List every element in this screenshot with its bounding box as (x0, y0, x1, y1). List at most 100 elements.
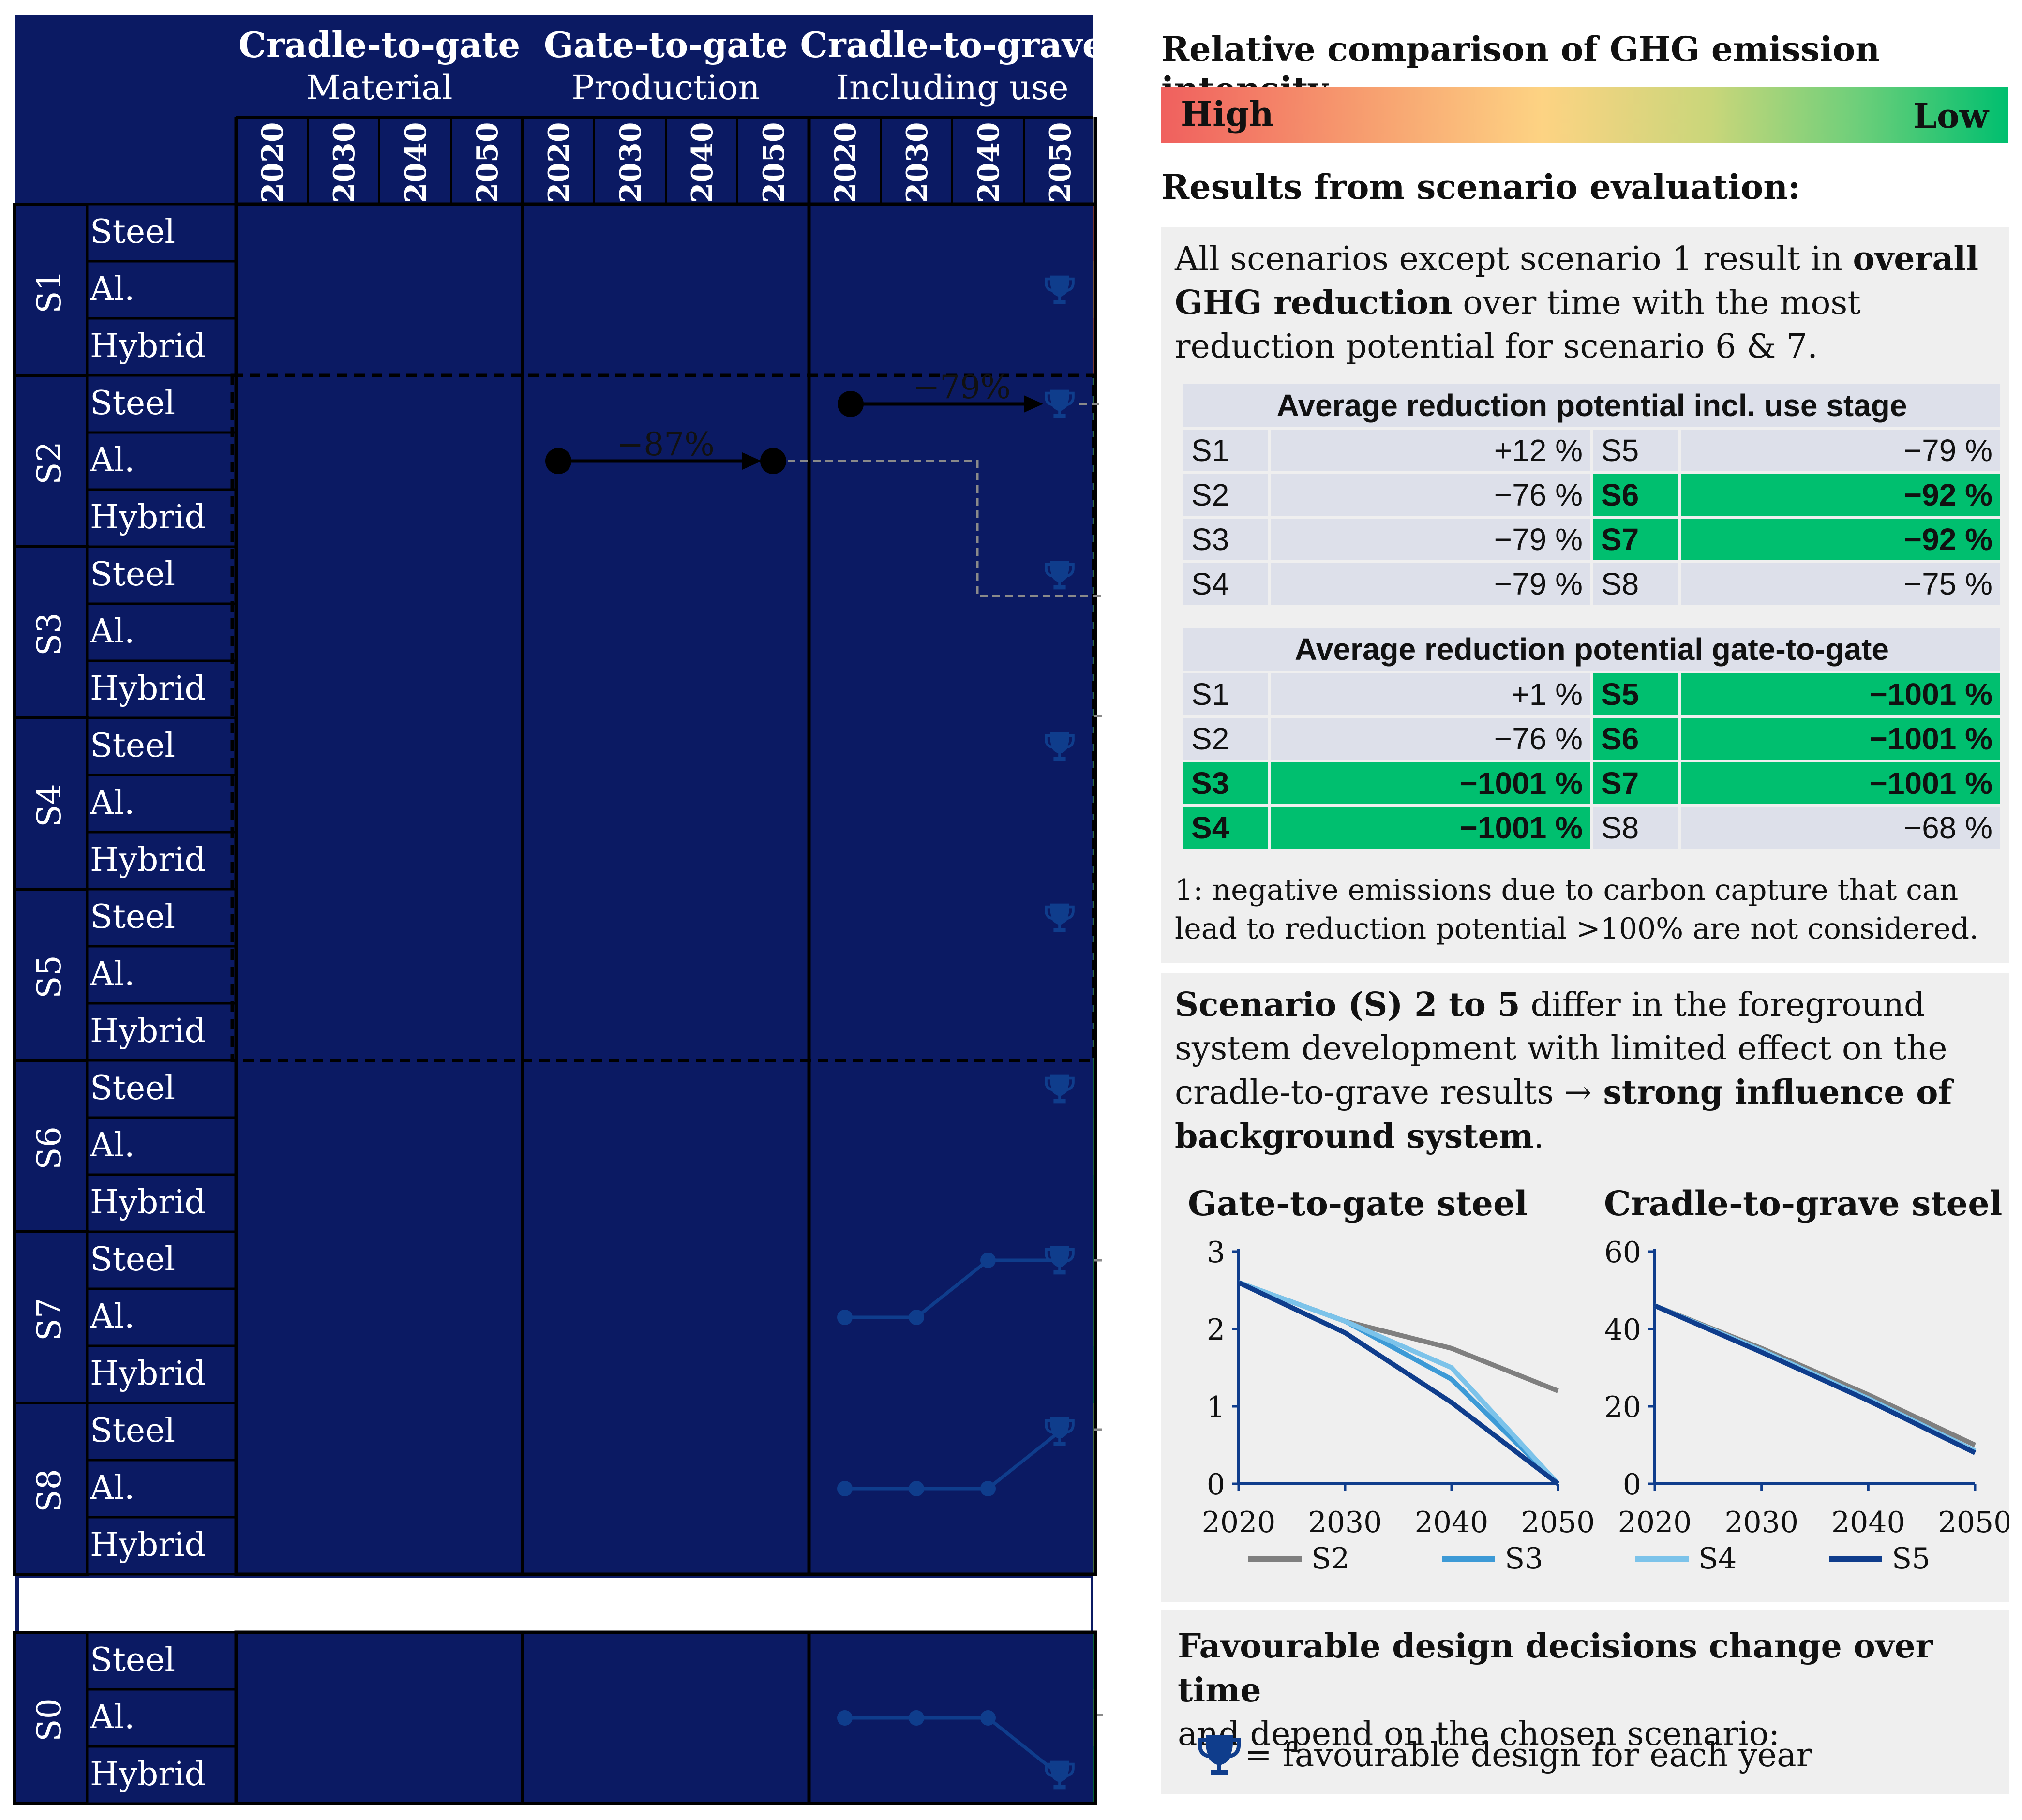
material-label: Hybrid (90, 1755, 206, 1793)
year-tick-label: 2040 (686, 122, 719, 203)
s7-favourable-path (845, 1258, 1060, 1319)
year-tick-label: 2020 (542, 122, 576, 203)
material-label-cell (86, 488, 238, 548)
scenario-cell: S6 (1593, 718, 1678, 760)
material-label-cell (86, 317, 238, 377)
column-group-title: Cradle-to-grave (800, 24, 1103, 65)
table-row: S3 −1001 % S7 −1001 % (1183, 762, 2000, 804)
table-row: S1 +1 % S5 −1001 % (1183, 673, 2000, 715)
line-chart-title: Cradle-to-grave steel (1604, 1183, 2002, 1223)
column-group-subtitle: Material (306, 68, 453, 107)
material-label: Al. (90, 784, 135, 822)
material-label: Steel (90, 1069, 175, 1107)
x-tick-label: 2050 (1938, 1506, 2009, 1539)
scenario-label: S8 (30, 1469, 69, 1512)
favourable-dot (980, 1481, 996, 1496)
favourable-dot (909, 1481, 924, 1496)
favourable-dot (980, 1710, 996, 1726)
value-cell: −1001 % (1680, 718, 2000, 760)
material-label: Al. (90, 1298, 135, 1336)
scenario-cell: S5 (1593, 673, 1678, 715)
series-line-s5 (1654, 1303, 1977, 1455)
x-tick-label: 2030 (1308, 1506, 1382, 1539)
scale-low-label: Low (1913, 96, 1989, 136)
material-label: Al. (90, 441, 135, 479)
material-label-cell (86, 260, 238, 320)
scenario-label: S7 (30, 1298, 69, 1341)
scenario-cell: S3 (1183, 762, 1268, 804)
table-use-title: Average reduction potential incl. use st… (1183, 384, 2000, 427)
material-label: Steel (90, 555, 175, 594)
scenario-cell: S6 (1593, 474, 1678, 516)
material-label: Steel (90, 898, 175, 936)
scenario-label-cell (13, 545, 89, 719)
material-label: Steel (90, 384, 175, 422)
material-label: Hybrid (90, 327, 206, 365)
connector-use-stage (1079, 403, 1103, 405)
column-group-subtitle: Production (571, 68, 760, 107)
reduction-label-gate-to-gate: −87% (617, 426, 715, 463)
value-cell: −79 % (1271, 563, 1590, 605)
material-label: Hybrid (90, 1183, 206, 1222)
material-label-cell (86, 1631, 238, 1691)
material-label: Al. (90, 1698, 135, 1736)
value-cell: −1001 % (1680, 673, 2000, 715)
scenario-cell: S8 (1593, 563, 1678, 605)
scenario-label-cell (13, 1402, 89, 1576)
material-label-cell (86, 1230, 238, 1290)
scenario-label: S4 (30, 784, 69, 827)
trophy-icon (1045, 275, 1075, 304)
table-row: S4 −1001 % S8 −68 % (1183, 807, 2000, 849)
value-cell: +12 % (1271, 430, 1590, 471)
material-label: Steel (90, 213, 175, 251)
scenario-label: S0 (30, 1698, 69, 1742)
scenario-label: S5 (30, 955, 69, 999)
s8-favourable-path (845, 1430, 1061, 1491)
scenario-label-cell (13, 374, 89, 548)
series-line-s3 (1238, 1280, 1560, 1486)
value-cell: −79 % (1271, 519, 1590, 560)
material-label: Hybrid (90, 1526, 206, 1564)
y-tick-label: 0 (1623, 1468, 1641, 1502)
y-tick-label: 2 (1207, 1313, 1225, 1347)
arrow-end-dot (760, 448, 786, 474)
column-group-subtitle: Including use (836, 68, 1068, 107)
footnote: 1: negative emissions due to carbon capt… (1175, 873, 1979, 946)
year-tick-label: 2040 (972, 122, 1006, 203)
background-influence-box: Scenario (S) 2 to 5 differ in the foregr… (1161, 973, 2009, 1602)
scenario-cell: S8 (1593, 807, 1678, 849)
favourable-dot (837, 1310, 853, 1325)
scenario-label: S3 (30, 612, 69, 656)
legend-item-s4: S4 (1635, 1542, 1737, 1576)
gate-to-gate-chart: Gate-to-gate steel 0 1 2 3 2020 2030 2040 2050 (1188, 1183, 1595, 1539)
value-cell: −75 % (1680, 563, 2000, 605)
table-gate: Average reduction potential gate-to-gate… (1181, 625, 2003, 851)
table-row: S3 −79 % S7 −92 % (1183, 519, 2000, 560)
year-tick-label: 2030 (614, 122, 648, 203)
material-label-cell (86, 374, 238, 434)
value-cell: −79 % (1680, 430, 2000, 471)
line-chart-title: Gate-to-gate steel (1188, 1183, 1528, 1223)
value-cell: −68 % (1680, 807, 2000, 849)
year-tick-label: 2050 (471, 122, 505, 203)
year-tick-label: 2030 (328, 122, 361, 203)
x-tick-label: 2020 (1618, 1506, 1692, 1539)
scenario-cell: S4 (1183, 807, 1268, 849)
y-tick-label: 0 (1207, 1468, 1225, 1502)
scenario-label: S1 (30, 270, 69, 313)
material-label: Al. (90, 955, 135, 993)
material-label-cell (86, 774, 238, 834)
material-label: Al. (90, 1469, 135, 1507)
favourable-dot (837, 1710, 853, 1726)
scenario-label-cell (13, 1631, 89, 1805)
scenario-cell: S2 (1183, 718, 1268, 760)
connector-gate (788, 460, 1103, 597)
material-label-cell (86, 1516, 238, 1576)
scenario-label-cell (13, 888, 89, 1062)
value-cell: −1001 % (1680, 762, 2000, 804)
value-cell: +1 % (1271, 673, 1590, 715)
s2-s5-dashed-box (230, 373, 1095, 1062)
